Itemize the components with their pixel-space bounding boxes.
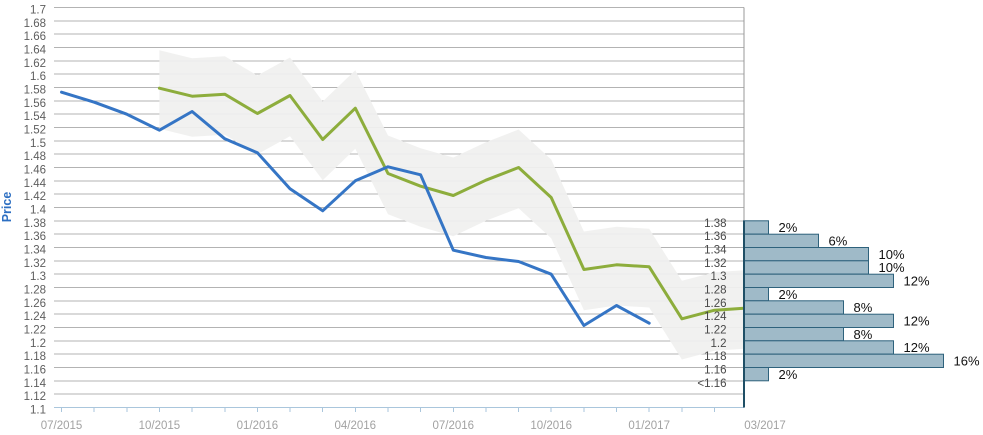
svg-text:1.14: 1.14 — [24, 378, 47, 390]
svg-text:1.12: 1.12 — [24, 391, 46, 403]
svg-text:1.22: 1.22 — [704, 325, 726, 337]
svg-text:1.28: 1.28 — [704, 285, 726, 297]
svg-text:07/2016: 07/2016 — [433, 420, 475, 432]
svg-text:12%: 12% — [904, 273, 930, 288]
svg-text:1.18: 1.18 — [24, 351, 46, 363]
svg-text:Price: Price — [0, 192, 14, 223]
svg-text:1.4: 1.4 — [30, 205, 47, 217]
svg-text:1.54: 1.54 — [24, 111, 47, 123]
svg-text:1.66: 1.66 — [24, 31, 46, 43]
svg-text:2%: 2% — [779, 287, 798, 302]
svg-text:1.56: 1.56 — [24, 98, 46, 110]
svg-text:1.44: 1.44 — [24, 178, 47, 190]
svg-text:1.7: 1.7 — [30, 5, 46, 17]
svg-text:1.32: 1.32 — [24, 258, 46, 270]
svg-text:1.36: 1.36 — [24, 231, 46, 243]
svg-text:12%: 12% — [904, 313, 930, 328]
svg-text:6%: 6% — [829, 233, 848, 248]
svg-text:1.3: 1.3 — [30, 271, 46, 283]
svg-text:1.68: 1.68 — [24, 18, 46, 30]
svg-text:8%: 8% — [854, 300, 873, 315]
svg-text:1.2: 1.2 — [30, 338, 46, 350]
svg-text:1.18: 1.18 — [704, 351, 726, 363]
svg-text:1.38: 1.38 — [24, 218, 46, 230]
svg-text:12%: 12% — [904, 340, 930, 355]
svg-text:1.24: 1.24 — [24, 311, 47, 323]
svg-text:1.16: 1.16 — [24, 365, 46, 377]
svg-text:1.62: 1.62 — [24, 58, 46, 70]
svg-text:1.38: 1.38 — [704, 218, 726, 230]
svg-text:<1.16: <1.16 — [697, 378, 726, 390]
svg-text:1.34: 1.34 — [704, 245, 727, 257]
svg-text:03/2017: 03/2017 — [744, 420, 786, 432]
svg-text:01/2017: 01/2017 — [628, 420, 670, 432]
svg-text:1.6: 1.6 — [30, 71, 46, 83]
svg-text:1.48: 1.48 — [24, 151, 46, 163]
svg-text:10/2015: 10/2015 — [139, 420, 181, 432]
svg-text:1.64: 1.64 — [24, 45, 47, 57]
svg-text:2%: 2% — [779, 220, 798, 235]
svg-text:1.28: 1.28 — [24, 285, 46, 297]
svg-text:1.3: 1.3 — [711, 271, 727, 283]
svg-text:1.58: 1.58 — [24, 85, 46, 97]
svg-text:1.22: 1.22 — [24, 325, 46, 337]
svg-text:8%: 8% — [854, 327, 873, 342]
svg-text:1.34: 1.34 — [24, 245, 47, 257]
svg-text:01/2016: 01/2016 — [237, 420, 279, 432]
svg-text:1.24: 1.24 — [704, 311, 727, 323]
svg-text:1.52: 1.52 — [24, 125, 46, 137]
svg-text:1.2: 1.2 — [711, 338, 727, 350]
svg-text:10%: 10% — [879, 260, 905, 275]
svg-text:10/2016: 10/2016 — [530, 420, 572, 432]
svg-text:1.26: 1.26 — [704, 298, 726, 310]
svg-text:04/2016: 04/2016 — [335, 420, 377, 432]
svg-text:1.1: 1.1 — [30, 405, 46, 417]
svg-text:1.5: 1.5 — [30, 138, 46, 150]
svg-text:1.46: 1.46 — [24, 165, 46, 177]
svg-text:10%: 10% — [879, 247, 905, 262]
svg-text:1.16: 1.16 — [704, 365, 726, 377]
svg-text:1.36: 1.36 — [704, 231, 726, 243]
svg-text:2%: 2% — [779, 367, 798, 382]
svg-text:07/2015: 07/2015 — [41, 420, 83, 432]
svg-text:1.42: 1.42 — [24, 191, 46, 203]
svg-text:1.26: 1.26 — [24, 298, 46, 310]
svg-text:1.32: 1.32 — [704, 258, 726, 270]
svg-text:16%: 16% — [954, 353, 980, 368]
